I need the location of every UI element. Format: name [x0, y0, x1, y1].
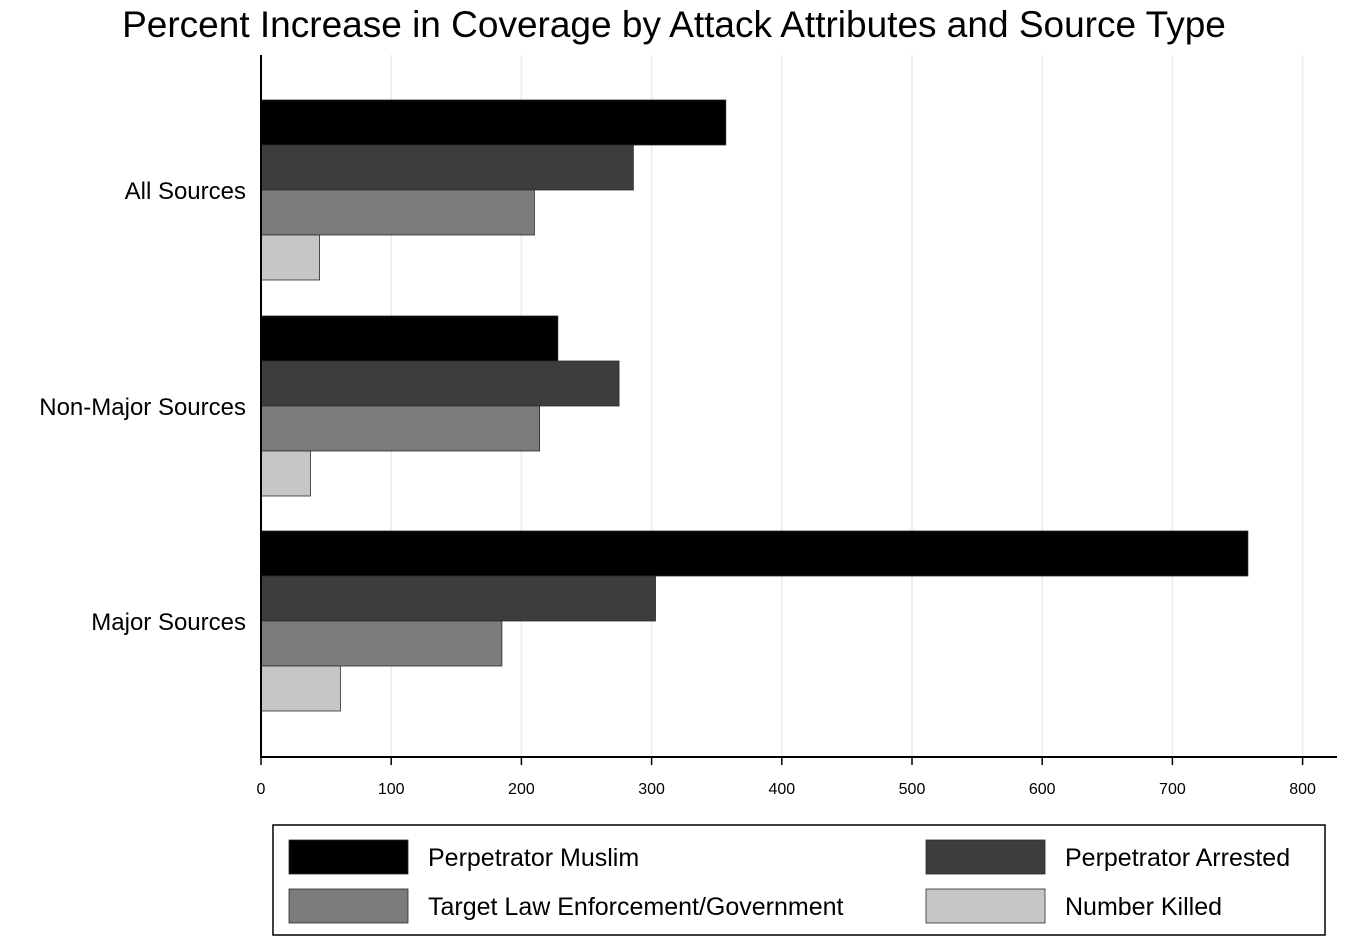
bar-target-law-enforcement-government-1 — [260, 405, 541, 452]
chart-title: Percent Increase in Coverage by Attack A… — [122, 4, 1226, 45]
bar-perpetrator-muslim-0 — [260, 99, 727, 146]
legend-label-perpetrator-arrested: Perpetrator Arrested — [1065, 844, 1290, 872]
x-tick-label: 800 — [1289, 781, 1316, 798]
x-tick-label: 300 — [638, 781, 665, 798]
axes: All Sources Non-Major Sources Major Source… — [39, 55, 1337, 798]
legend-swatch-perpetrator-muslim — [288, 839, 409, 875]
category-label: Non-Major Sources — [39, 394, 246, 421]
bar-target-law-enforcement-government-2 — [260, 620, 503, 667]
legend-label-target-law-enforcement-government: Target Law Enforcement/Government — [428, 893, 844, 921]
legend-swatch-perpetrator-arrested — [925, 839, 1046, 875]
bar-number-killed-2 — [260, 665, 341, 712]
bar-number-killed-0 — [260, 234, 320, 281]
x-tick-label: 200 — [508, 781, 535, 798]
legend-swatch-number-killed — [925, 888, 1046, 924]
legend-label-perpetrator-muslim: Perpetrator Muslim — [428, 844, 639, 872]
bar-target-law-enforcement-government-0 — [260, 189, 535, 236]
x-tick-label: 700 — [1159, 781, 1186, 798]
x-tick-label: 400 — [768, 781, 795, 798]
x-tick-label: 600 — [1029, 781, 1056, 798]
bars — [260, 99, 1249, 712]
bar-perpetrator-muslim-1 — [260, 315, 559, 362]
legend-box — [272, 824, 1326, 936]
x-tick-label: 100 — [378, 781, 405, 798]
legend-swatch-target-law-enforcement-government — [288, 888, 409, 924]
bar-perpetrator-arrested-2 — [260, 575, 656, 622]
bar-number-killed-1 — [260, 450, 311, 497]
bar-perpetrator-arrested-1 — [260, 360, 620, 407]
bar-perpetrator-arrested-0 — [260, 144, 634, 191]
bar-perpetrator-muslim-2 — [260, 530, 1249, 577]
legend-label-number-killed: Number Killed — [1065, 893, 1222, 921]
legend: Perpetrator Muslim Perpetrator Arrested Ta… — [272, 824, 1326, 936]
x-tick-label: 500 — [899, 781, 926, 798]
category-label: Major Sources — [91, 609, 246, 636]
category-label: All Sources — [125, 178, 246, 205]
x-tick-label: 0 — [257, 781, 266, 798]
